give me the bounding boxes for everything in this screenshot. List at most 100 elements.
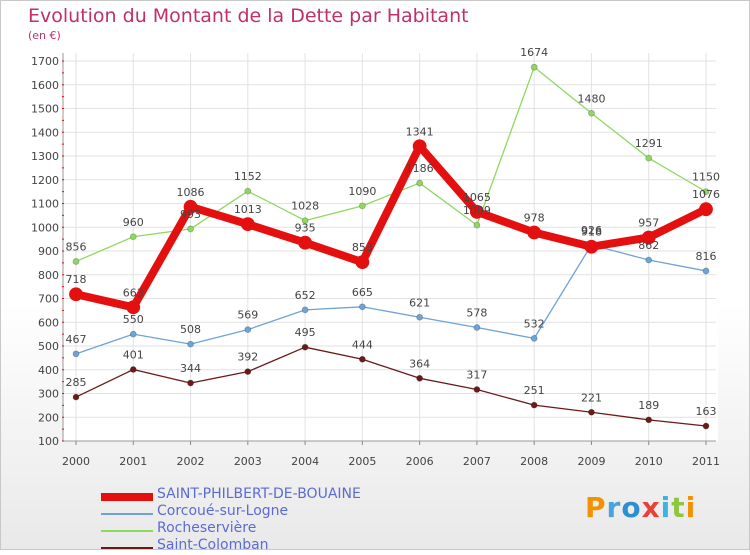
data-point (358, 202, 366, 210)
data-label: 1065 (463, 191, 491, 204)
data-point (358, 355, 366, 363)
data-label: 1480 (577, 92, 605, 105)
y-tick-label: 1700 (31, 55, 59, 68)
x-tick-label: 2003 (234, 455, 262, 468)
data-point (301, 306, 309, 314)
data-label: 862 (638, 239, 659, 252)
x-tick-label: 2000 (62, 455, 90, 468)
data-label: 1341 (406, 125, 434, 138)
data-label: 364 (409, 357, 430, 370)
chart-title: Evolution du Montant de la Dette par Hab… (28, 5, 469, 27)
data-point (645, 256, 653, 264)
data-point (183, 199, 198, 214)
y-tick-label: 400 (38, 364, 59, 377)
plot-area (63, 53, 718, 441)
proxiti-logo: Proxiti (585, 491, 696, 524)
data-label: 317 (466, 368, 487, 381)
data-label: 665 (352, 286, 373, 299)
data-label: 163 (696, 405, 717, 418)
legend-label: SAINT-PHILBERT-DE-BOUAINE (157, 486, 361, 502)
data-label: 935 (295, 222, 316, 235)
data-point (187, 340, 194, 348)
data-label: 856 (66, 240, 87, 253)
data-point (355, 255, 370, 270)
data-point (72, 258, 80, 265)
data-label: 1152 (234, 170, 262, 183)
x-tick-label: 2009 (577, 455, 605, 468)
data-point (244, 368, 252, 376)
data-label: 918 (581, 226, 602, 239)
data-label: 816 (696, 250, 717, 263)
data-point (702, 267, 710, 275)
data-point (416, 374, 424, 382)
data-label: 444 (352, 338, 373, 351)
data-point (129, 233, 137, 241)
x-tick-label: 2010 (635, 455, 663, 468)
data-label: 251 (524, 384, 545, 397)
x-tick-label: 2004 (291, 455, 319, 468)
x-tick-label: 2007 (463, 455, 491, 468)
data-point (126, 300, 141, 315)
data-point (530, 63, 538, 71)
legend-label: Corcoué-sur-Logne (157, 503, 289, 519)
data-point (129, 330, 137, 338)
y-tick-label: 1400 (31, 126, 59, 139)
data-label: 621 (409, 296, 430, 309)
x-tick-label: 2002 (177, 455, 205, 468)
data-label: 718 (66, 273, 87, 286)
data-label: 1186 (406, 162, 434, 175)
x-tick-label: 2011 (692, 455, 720, 468)
legend-swatch (101, 530, 153, 532)
logo-letter: r (606, 491, 622, 524)
data-label: 495 (295, 326, 316, 339)
legend-swatch (101, 513, 153, 515)
y-tick-label: 1000 (31, 221, 59, 234)
data-label: 285 (66, 376, 87, 389)
data-label: 957 (638, 216, 659, 229)
x-tick-label: 2001 (119, 455, 147, 468)
data-point (416, 313, 424, 321)
data-label: 663 (123, 286, 144, 299)
x-tick-label: 2008 (520, 455, 548, 468)
y-tick-label: 900 (38, 245, 59, 258)
y-tick-label: 700 (38, 293, 59, 306)
data-label: 532 (524, 317, 545, 330)
data-label: 1028 (291, 200, 319, 213)
data-point (358, 303, 366, 311)
data-point (527, 225, 542, 240)
data-label: 993 (180, 208, 201, 221)
series-line-3 (75, 346, 707, 427)
data-label: 508 (180, 323, 201, 336)
data-label: 926 (581, 224, 602, 237)
data-label: 569 (237, 309, 258, 322)
data-label: 221 (581, 391, 602, 404)
chart-subtitle: (en €) (28, 29, 61, 42)
data-point (298, 235, 312, 250)
legend-swatch (101, 547, 153, 549)
y-tick-label: 1500 (31, 103, 59, 116)
y-tick-label: 800 (38, 269, 59, 282)
data-label: 1086 (177, 186, 205, 199)
y-tick-label: 1100 (31, 198, 59, 211)
data-label: 1076 (692, 188, 720, 201)
y-tick-label: 500 (38, 340, 59, 353)
logo-letter: x (641, 491, 661, 524)
data-label: 1009 (463, 204, 491, 217)
data-point (645, 154, 653, 162)
data-point (641, 230, 656, 245)
data-label: 853 (352, 241, 373, 254)
data-point (645, 416, 653, 424)
data-point (416, 179, 424, 187)
y-tick-label: 100 (38, 435, 59, 448)
data-point (301, 343, 309, 351)
data-point (187, 379, 194, 387)
data-point (702, 188, 710, 196)
series-line-0 (75, 142, 708, 312)
data-point (588, 408, 595, 416)
data-label: 1090 (348, 185, 376, 198)
logo-letter: t (671, 491, 686, 524)
data-point (244, 326, 252, 334)
data-label: 978 (524, 211, 545, 224)
